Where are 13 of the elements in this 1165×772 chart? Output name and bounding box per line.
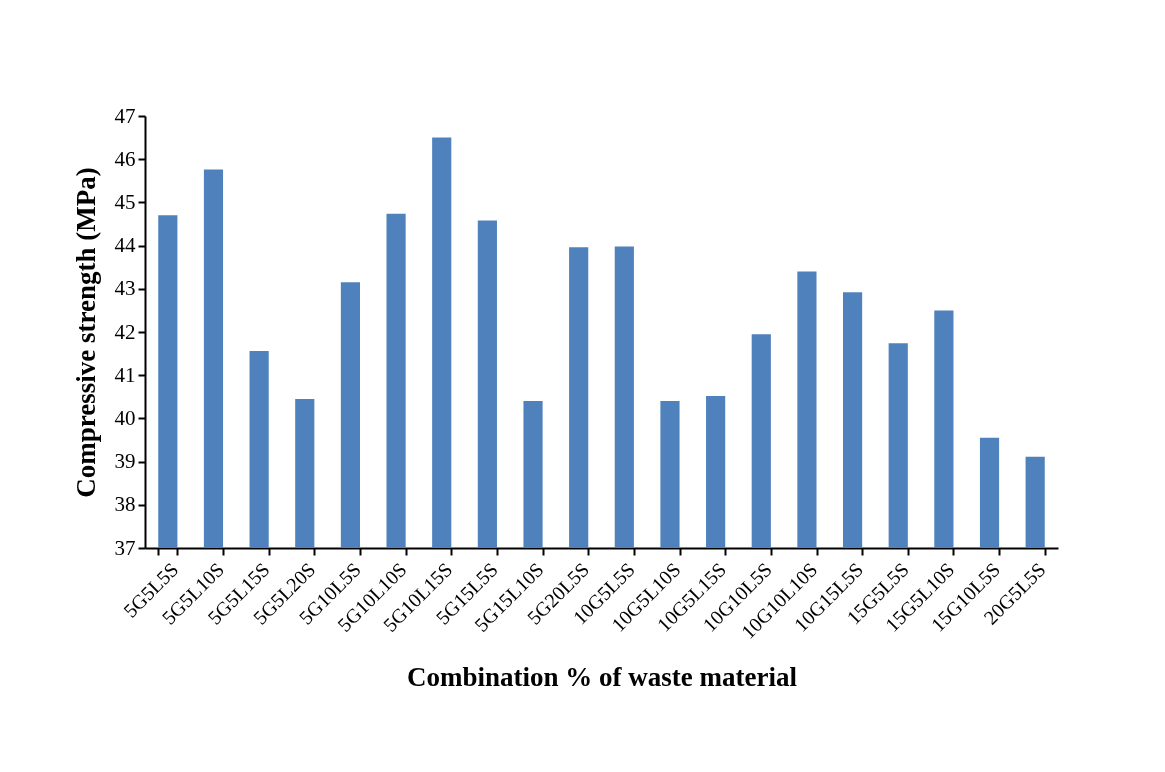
y-tick-label: 44 bbox=[114, 233, 136, 258]
x-axis-title: Combination % of waste material bbox=[407, 661, 798, 692]
y-tick-label: 46 bbox=[114, 146, 136, 171]
y-tick-label: 37 bbox=[114, 535, 136, 560]
y-tick-label: 45 bbox=[114, 189, 136, 214]
y-tick-label: 40 bbox=[114, 405, 136, 430]
y-axis-title: Compressive strength (MPa) bbox=[70, 167, 101, 498]
y-tick-label: 41 bbox=[114, 362, 136, 387]
y-tick-label: 43 bbox=[114, 276, 136, 301]
y-tick-label: 39 bbox=[114, 449, 136, 474]
y-tick-label: 42 bbox=[114, 319, 136, 344]
y-tick-label: 38 bbox=[114, 492, 136, 517]
y-tick-label: 47 bbox=[114, 103, 136, 128]
